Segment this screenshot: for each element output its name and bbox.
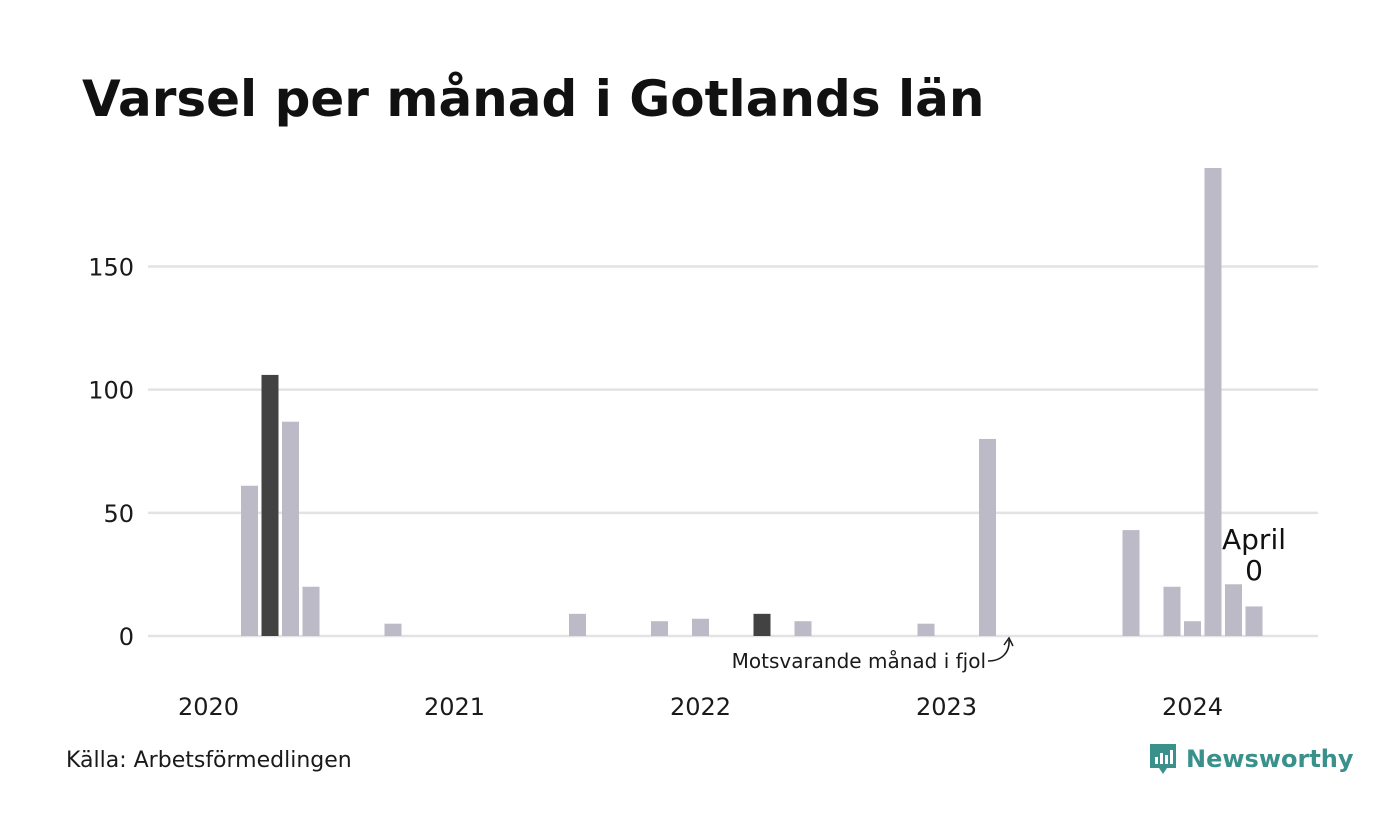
- bar-2023-10: [1122, 530, 1140, 636]
- x-tick-label-2022: 2022: [670, 693, 731, 720]
- x-tick-label-2023: 2023: [916, 693, 977, 720]
- bar-2022-06: [794, 621, 812, 636]
- brand-logo: Newsworthy: [1148, 742, 1354, 776]
- y-tick-label-50: 50: [103, 500, 134, 528]
- y-tick-label-0: 0: [119, 623, 134, 651]
- y-axis-ticks: 0 50 100 150: [88, 254, 134, 651]
- bar-2024-01: [1184, 621, 1201, 636]
- bar-2020-06: [302, 586, 320, 636]
- chart-title: Varsel per månad i Gotlands län: [82, 70, 985, 128]
- x-tick-label-2020: 2020: [178, 693, 239, 720]
- bar-2022-12: [917, 623, 935, 636]
- brand-name: Newsworthy: [1186, 745, 1354, 773]
- bar-chart: 0 50 100 150 2020 2021 2022 2023 2024 Motsvaran…: [88, 168, 1318, 720]
- bar-2023-12: [1163, 586, 1181, 636]
- x-tick-label-2021: 2021: [424, 693, 485, 720]
- source-note: Källa: Arbetsförmedlingen: [66, 748, 352, 773]
- y-tick-label-100: 100: [88, 377, 134, 405]
- y-tick-label-150: 150: [88, 254, 134, 282]
- bar-2024-02: [1204, 168, 1222, 636]
- bar-2024-04: [1245, 606, 1263, 636]
- bar-2021-11: [651, 621, 668, 636]
- last-month-label: April: [1222, 523, 1286, 556]
- bars: [241, 168, 1263, 636]
- bar-2023-03: [979, 438, 996, 636]
- bar-2020-03: [241, 485, 258, 636]
- bar-2020-10: [384, 623, 402, 636]
- previous-year-annotation: Motsvarande månad i fjol: [732, 649, 986, 673]
- bar-2021-07: [569, 613, 586, 636]
- last-month-value: 0: [1245, 554, 1263, 587]
- x-axis-ticks: 2020 2021 2022 2023 2024: [178, 693, 1223, 720]
- bar-2024-03: [1225, 584, 1242, 636]
- newsworthy-logo-icon: [1150, 744, 1176, 774]
- bar-2020-05: [282, 421, 299, 636]
- bar-2022-01: [692, 618, 709, 636]
- bar-2022-04: [753, 613, 771, 636]
- previous-year-arrow: [987, 639, 1010, 662]
- previous-year-arrowhead: [1003, 636, 1014, 647]
- bar-2020-04: [261, 374, 279, 636]
- x-tick-label-2024: 2024: [1162, 693, 1223, 720]
- grid-lines: [148, 265, 1318, 638]
- annotations: Motsvarande månad i fjol April 0: [732, 523, 1286, 673]
